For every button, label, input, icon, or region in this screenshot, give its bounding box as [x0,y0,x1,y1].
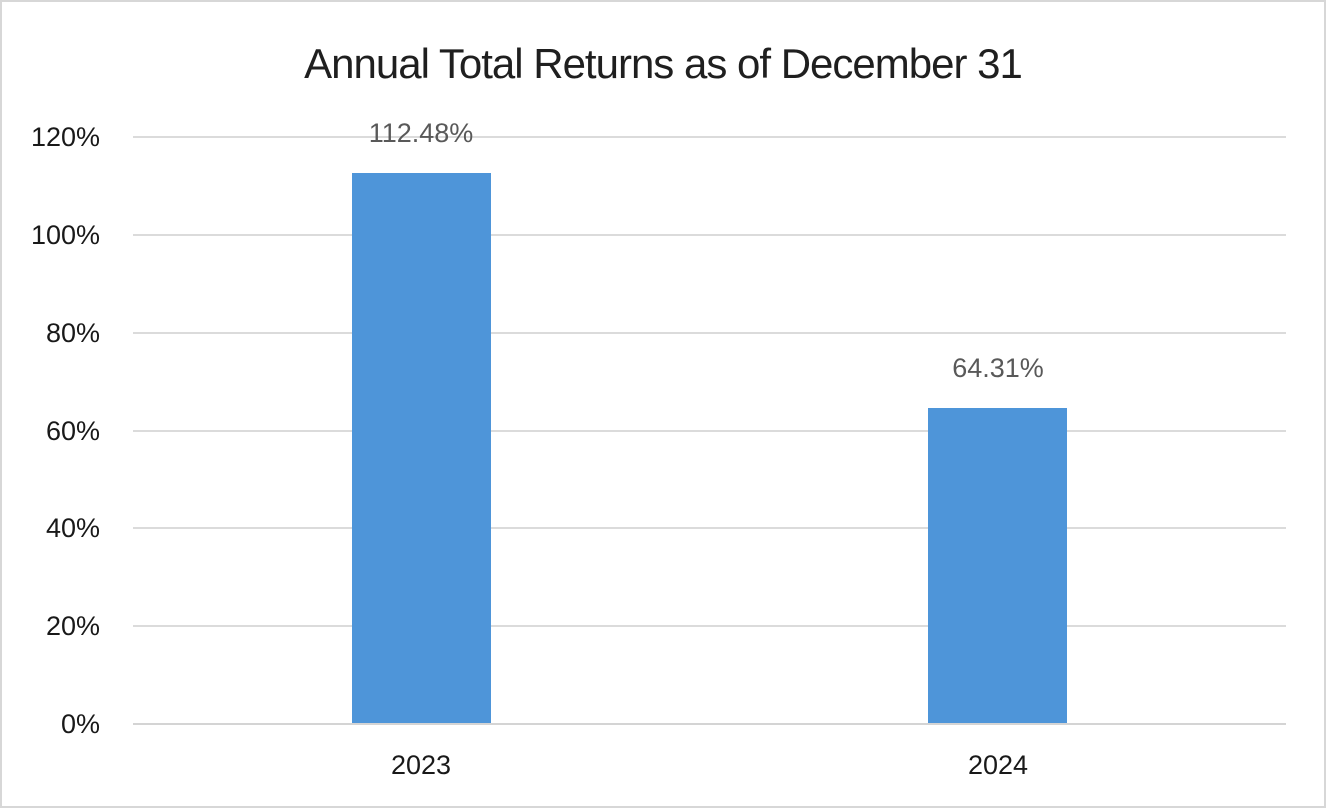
gridline [133,430,1286,432]
x-axis-tick-label: 2023 [390,750,452,780]
y-axis-tick-label: 60% [45,416,100,446]
gridline [133,234,1286,236]
y-axis-tick-label: 120% [30,122,100,152]
bar-2023 [352,173,491,723]
y-axis-tick-label: 0% [60,709,100,739]
chart-title: Annual Total Returns as of December 31 [304,40,1023,87]
data-label-2023: 112.48% [368,118,474,148]
x-axis-line [133,723,1286,725]
gridline [133,625,1286,627]
y-axis-tick-label: 80% [45,318,100,348]
y-axis-tick-label: 20% [45,611,100,641]
plot-area [133,136,1286,725]
gridline [133,136,1286,138]
data-label-2024: 64.31% [952,353,1044,383]
y-axis-tick-label: 100% [30,220,100,250]
x-axis-tick-label: 2024 [967,750,1029,780]
y-axis-tick-label: 40% [45,513,100,543]
gridline [133,332,1286,334]
bar-2024 [928,408,1067,723]
gridline [133,527,1286,529]
